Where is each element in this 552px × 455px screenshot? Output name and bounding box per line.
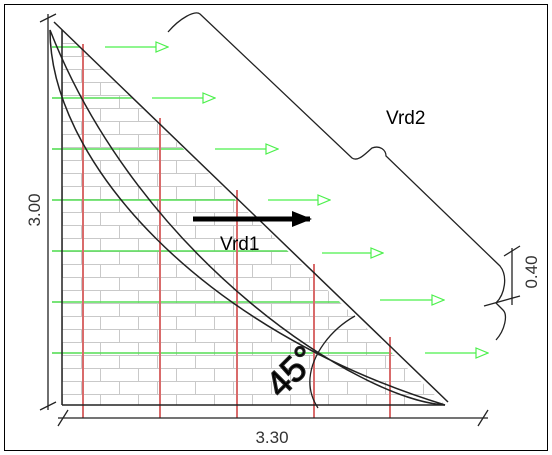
- resultant-label: Vrd1: [220, 234, 259, 255]
- height-label: 3.00: [25, 193, 44, 226]
- total-label: Vrd2: [386, 108, 425, 129]
- base-label: 3.30: [255, 428, 288, 447]
- total-brace: [167, 12, 507, 341]
- load-arrows: [105, 47, 488, 353]
- spacing-label: 0.40: [522, 255, 541, 288]
- diagonal-strut: [49, 29, 446, 406]
- spacing-dimension: [483, 245, 521, 307]
- height-dimension: [39, 13, 57, 411]
- base-dimension: [57, 409, 489, 427]
- wall-outline: [53, 21, 449, 406]
- angle-arc: [309, 315, 356, 409]
